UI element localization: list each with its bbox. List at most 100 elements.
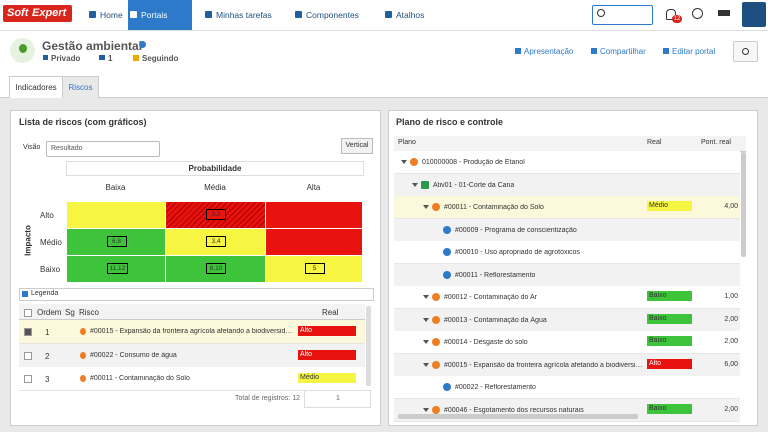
plan-label: #00013 - Contaminação da Água xyxy=(444,316,547,324)
members: 1 xyxy=(108,54,113,63)
risk-icon xyxy=(80,328,86,335)
plan-icon xyxy=(432,203,440,211)
avatar[interactable] xyxy=(742,2,766,27)
action[interactable]: Compartilhar xyxy=(600,47,646,56)
plan-icon xyxy=(432,315,440,324)
plan-label: #00010 - Uso apropriado de agrotóxicos xyxy=(455,249,580,256)
search-box[interactable] xyxy=(592,5,653,25)
total: Total de registros: 12 xyxy=(235,395,300,402)
scrollbar xyxy=(741,152,746,257)
header-checkbox[interactable] xyxy=(24,309,32,317)
nav-item[interactable]: Portais xyxy=(141,10,168,20)
action[interactable]: Apresentação xyxy=(524,47,574,56)
cell-label: 6,8 xyxy=(106,236,127,247)
plan-icon xyxy=(432,405,440,414)
plan-icon xyxy=(432,360,440,369)
plan-label: #00011 - Reflorestamento xyxy=(455,271,536,279)
plan-label: Ativ01 - 01-Corte da Cana xyxy=(433,181,515,189)
badge: 12 xyxy=(672,15,682,23)
matrix-column: Média xyxy=(204,183,226,192)
column-header: Ordem xyxy=(37,308,62,317)
action[interactable]: Editar portal xyxy=(672,47,716,56)
cell-label: 8,10 xyxy=(206,263,226,274)
nav-item[interactable]: Home xyxy=(100,10,123,20)
legend-box[interactable] xyxy=(19,288,374,301)
nav-icon xyxy=(385,11,392,18)
portal-tree xyxy=(19,44,27,53)
score: 6,00 xyxy=(724,360,738,368)
plan-label: #00011 - Contaminação do Solo xyxy=(444,204,544,211)
plan-label: #00012 - Contaminação do Ar xyxy=(444,294,538,301)
matrix-cell xyxy=(66,201,166,229)
expander[interactable] xyxy=(412,182,418,187)
status: Seguindo xyxy=(142,54,179,63)
score: 4,00 xyxy=(724,203,738,210)
real: Baixo xyxy=(647,313,692,324)
real: Alto xyxy=(647,358,692,369)
nav-item[interactable]: Atalhos xyxy=(396,10,425,20)
expander[interactable] xyxy=(423,317,429,322)
expander[interactable] xyxy=(423,205,429,209)
help[interactable] xyxy=(692,8,703,19)
risk-icon xyxy=(80,375,86,382)
matrix-y-title: Impacto xyxy=(23,225,33,256)
legend: Legenda xyxy=(31,290,59,297)
nav-item[interactable]: Componentes xyxy=(306,10,359,20)
plan-icon xyxy=(443,225,451,234)
row-checkbox[interactable] xyxy=(24,375,32,383)
view-select[interactable]: Resultado xyxy=(46,141,160,157)
nav-active xyxy=(128,0,192,30)
expander[interactable] xyxy=(401,160,407,164)
score: 2,00 xyxy=(724,338,738,345)
matrix-cell xyxy=(165,255,266,283)
nav-icon xyxy=(130,11,137,18)
matrix-column: Alta xyxy=(306,183,321,192)
score: 1,00 xyxy=(724,293,738,300)
bell[interactable] xyxy=(666,9,676,20)
logo-box[interactable] xyxy=(3,5,72,22)
header xyxy=(0,31,768,98)
h-scrollbar xyxy=(398,414,638,419)
nav-icon xyxy=(295,11,302,18)
column-header: Real xyxy=(647,139,662,146)
risk: #00011 - Contaminação do Solo xyxy=(90,375,190,382)
row-checkbox[interactable] xyxy=(24,351,32,360)
matrix-cell xyxy=(265,255,363,283)
expander[interactable] xyxy=(423,340,429,344)
tab[interactable]: Indicadores xyxy=(9,76,63,98)
table-header xyxy=(19,304,365,320)
scrollbar xyxy=(366,306,371,386)
matrix-header: Probabilidade xyxy=(66,161,364,176)
plan-icon xyxy=(443,383,451,391)
expander[interactable] xyxy=(423,295,429,299)
expander[interactable] xyxy=(423,407,429,412)
panel-title: Lista de riscos (com gráficos) xyxy=(19,117,147,127)
plan-header xyxy=(394,136,746,152)
row-checkbox[interactable] xyxy=(24,328,32,336)
portal-title: Gestão ambiental xyxy=(42,39,143,53)
matrix-row: Médio xyxy=(40,238,62,247)
real: Alto xyxy=(298,326,356,336)
plan-icon xyxy=(432,338,440,346)
plan-icon xyxy=(421,180,429,189)
star-icon xyxy=(133,55,139,61)
expander[interactable] xyxy=(423,362,429,367)
tab[interactable]: Riscos xyxy=(62,76,99,98)
column-header: Risco xyxy=(79,308,100,317)
risk: #00015 - Expansão da fronteira agrícola … xyxy=(90,328,296,335)
action-icon xyxy=(591,48,597,54)
nav-icon xyxy=(205,11,212,18)
cap[interactable] xyxy=(718,10,730,16)
legend-plus xyxy=(22,291,28,297)
plan-icon xyxy=(443,270,451,279)
button[interactable]: Vertical xyxy=(341,138,373,154)
score: 2,00 xyxy=(724,405,738,413)
plan-label: #00014 - Desgaste do solo xyxy=(444,339,528,346)
nav-item[interactable]: Minhas tarefas xyxy=(216,10,272,20)
page[interactable]: 1 xyxy=(336,395,340,402)
info-icon xyxy=(139,41,146,48)
plan-label: #00046 - Esgotamento dos recursos natura… xyxy=(444,406,584,414)
plan-label: 010000008 - Produção de Etanol xyxy=(422,159,525,166)
matrix-column: Baixa xyxy=(105,183,126,192)
